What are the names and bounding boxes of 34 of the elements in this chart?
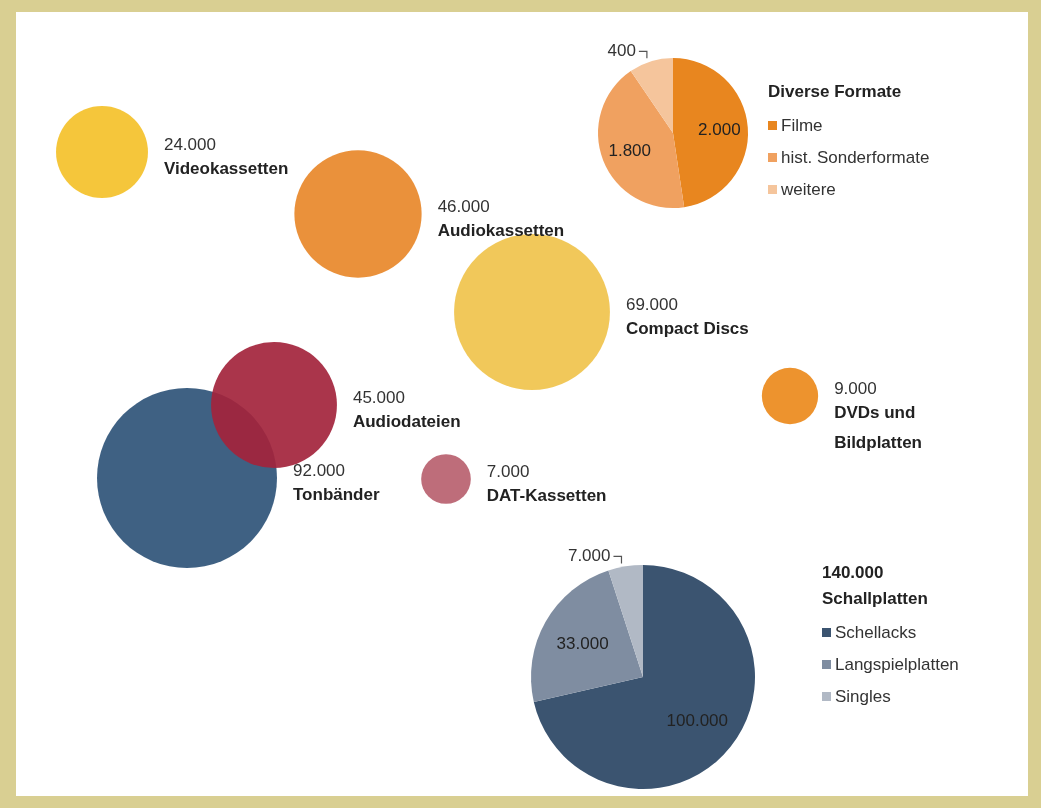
data-label: 92.000 [293, 461, 345, 480]
data-label: 1.800 [608, 140, 651, 160]
data-label: 69.000 [625, 295, 678, 314]
data-label: 400 [607, 41, 636, 61]
data-label: 45.000 [352, 388, 405, 407]
pie-slice [531, 570, 643, 702]
pie-slice [608, 565, 643, 677]
text: 140.000 Schallplatten [822, 563, 928, 608]
data-label: 2.000 [698, 120, 741, 140]
category-label: Audiokassetten [437, 221, 565, 240]
data-label: 33.000 [556, 633, 609, 653]
data-label: 24.000 [163, 135, 216, 154]
data-label: 7.000 [567, 546, 611, 566]
data-label: 100.000 [666, 711, 729, 731]
data-label: 46.000 [437, 197, 490, 216]
category-label: DVDs und Bildplatten [834, 403, 922, 452]
legend-label: Singles [835, 687, 891, 706]
pie-slice [533, 565, 755, 789]
legend-label: weitere [780, 180, 836, 199]
legend-label: Schellacks [835, 623, 917, 642]
category-label: DAT-Kassetten [486, 486, 607, 505]
text: Diverse Formate [768, 82, 902, 101]
pie-slice [673, 58, 748, 208]
category-label: Tonbänder [293, 485, 380, 504]
legend-label: Filme [781, 116, 823, 135]
data-label: 7.000 [486, 462, 530, 481]
legend-label: hist. Sonderformate [781, 148, 930, 167]
legend-label: Langspielplatten [835, 655, 959, 674]
data-label: 9.000 [834, 379, 877, 398]
pie-slice [598, 71, 685, 208]
category-label: Videokassetten [163, 159, 289, 178]
category-label: Compact Discs [625, 319, 749, 338]
category-label: Audiodateien [352, 412, 461, 431]
pie-slice [630, 58, 673, 133]
